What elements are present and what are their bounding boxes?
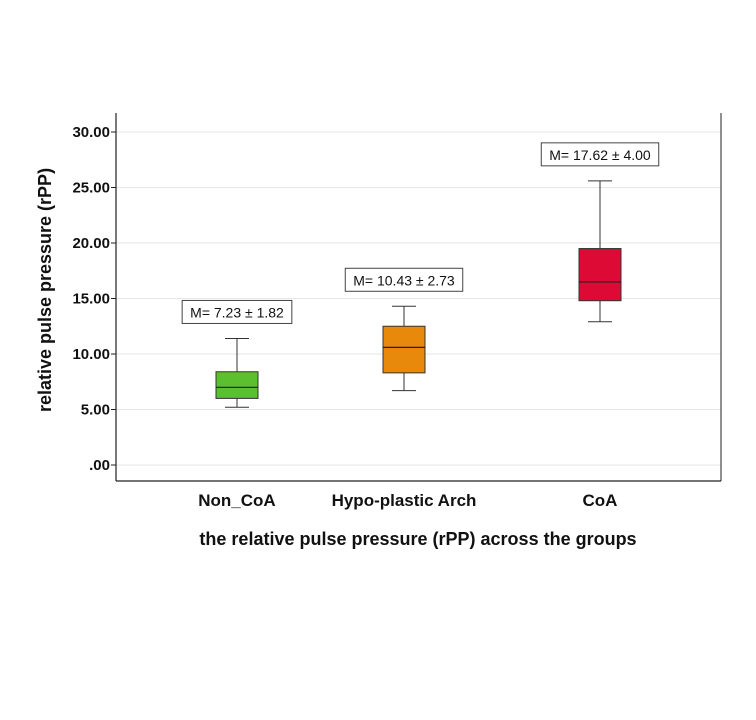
category-label: CoA xyxy=(583,491,618,510)
annotation-frame xyxy=(540,142,660,167)
y-tick-label: 20.00 xyxy=(72,235,110,252)
iqr-box xyxy=(215,371,259,399)
mean-sd-annotation: M= 17.62 ± 4.00 xyxy=(549,147,651,163)
boxes: M= 7.23 ± 1.82 M= 10.43 ± 2.73 M= 17.62 ± … xyxy=(181,142,660,408)
iqr-box xyxy=(578,248,622,302)
category-labels: Non_CoA Hypo-plastic Arch CoA xyxy=(198,491,617,510)
category-label: Non_CoA xyxy=(198,491,275,510)
y-tick-label: .00 xyxy=(89,457,110,474)
mean-sd-annotation: M= 7.23 ± 1.82 xyxy=(190,304,284,320)
y-axis-title: relative pulse pressure (rPP) xyxy=(35,168,55,412)
box-coa: M= 17.62 ± 4.00 xyxy=(540,142,660,323)
mean-sd-annotation: M= 10.43 ± 2.73 xyxy=(353,272,455,288)
x-axis-title: the relative pulse pressure (rPP) across… xyxy=(199,529,636,549)
box-non-coa: M= 7.23 ± 1.82 xyxy=(181,299,293,408)
y-tick-label: 5.00 xyxy=(81,402,110,419)
y-tick-label: 25.00 xyxy=(72,180,110,197)
y-tick-label: 30.00 xyxy=(72,124,110,141)
box-hypo-plastic-arch: M= 10.43 ± 2.73 xyxy=(344,267,464,392)
annotation-frame xyxy=(181,299,293,324)
y-tick-label: 15.00 xyxy=(72,291,110,308)
annotation-frame xyxy=(344,267,464,292)
gridlines xyxy=(116,131,721,466)
y-tick-label: 10.00 xyxy=(72,346,110,363)
category-label: Hypo-plastic Arch xyxy=(332,491,477,510)
y-tick-labels: .00 5.00 10.00 15.00 20.00 25.00 30.00 xyxy=(72,124,116,474)
iqr-box xyxy=(382,325,426,374)
